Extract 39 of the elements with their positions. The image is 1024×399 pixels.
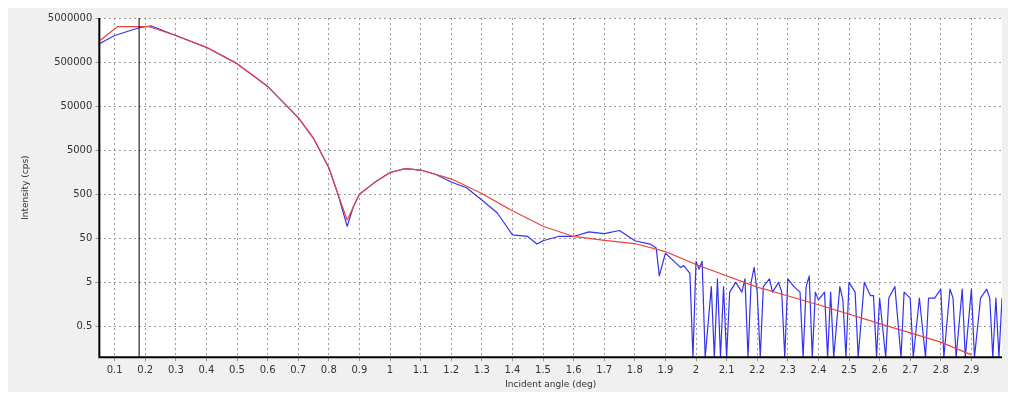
x-tick-label: 1.5 bbox=[535, 363, 551, 375]
x-tick-label: 2.7 bbox=[902, 363, 919, 375]
x-tick-label: 2.4 bbox=[810, 363, 827, 375]
x-axis-title: Incident angle (deg) bbox=[505, 378, 597, 389]
x-tick-label: 1.1 bbox=[412, 363, 429, 375]
y-tick-label: 500000 bbox=[54, 55, 93, 67]
x-tick-label: 2.1 bbox=[718, 363, 735, 375]
x-tick-label: 0.1 bbox=[106, 363, 123, 375]
x-tick-label: 2.6 bbox=[871, 363, 888, 375]
y-tick-label: 50000 bbox=[60, 99, 93, 111]
x-tick-label: 0.9 bbox=[351, 363, 368, 375]
x-tick-label: 1.4 bbox=[504, 363, 521, 375]
x-tick-label: 1.6 bbox=[565, 363, 582, 375]
x-tick-label: 0.8 bbox=[320, 363, 337, 375]
x-tick-label: 1.8 bbox=[626, 363, 643, 375]
x-tick-label: 1.7 bbox=[596, 363, 613, 375]
x-tick-label: 2 bbox=[692, 363, 700, 375]
y-tick-label: 50 bbox=[79, 231, 93, 243]
x-tick-label: 1.3 bbox=[473, 363, 490, 375]
x-tick-label: 0.6 bbox=[259, 363, 276, 375]
x-tick-label: 0.2 bbox=[137, 363, 154, 375]
x-tick-label: 2.5 bbox=[841, 363, 857, 375]
x-tick-label: 0.4 bbox=[198, 363, 215, 375]
x-tick-label: 0.5 bbox=[229, 363, 245, 375]
y-tick-label: 5 bbox=[85, 275, 93, 287]
x-tick-label: 2.3 bbox=[779, 363, 796, 375]
x-tick-label: 1.2 bbox=[443, 363, 460, 375]
x-tick-label: 0.3 bbox=[167, 363, 184, 375]
x-tick-label: 0.7 bbox=[290, 363, 307, 375]
x-tick-label: 2.9 bbox=[963, 363, 980, 375]
y-tick-label: 5000 bbox=[66, 143, 93, 155]
y-axis-title: Intensity (cps) bbox=[19, 155, 30, 220]
x-tick-label: 1.9 bbox=[657, 363, 674, 375]
x-tick-label: 2.8 bbox=[932, 363, 949, 375]
y-tick-label: 500 bbox=[73, 187, 93, 199]
x-tick-label: 1 bbox=[386, 363, 394, 375]
y-tick-label: 0.5 bbox=[76, 320, 93, 331]
x-tick-label: 2.2 bbox=[749, 363, 766, 375]
y-tick-label: 5000000 bbox=[47, 11, 93, 23]
